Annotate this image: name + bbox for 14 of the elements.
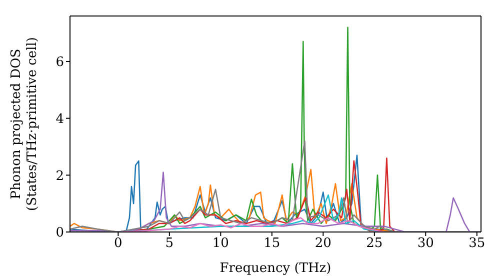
x-tick-label: 20: [314, 236, 332, 252]
x-axis-title: Frequency (THz): [220, 261, 332, 276]
y-tick-label: 2: [56, 168, 64, 184]
y-tick-label: 4: [56, 112, 64, 127]
x-tick-label: 10: [212, 236, 229, 252]
x-tick-label: 35: [468, 236, 486, 252]
x-tick-label: 0: [114, 236, 122, 252]
x-tick-label: 5: [165, 236, 174, 252]
x-tick-label: 15: [264, 236, 280, 252]
y-axis-title: Phonon projected DOS (States/THz·primitive cell): [9, 36, 40, 212]
x-tick-label: 25: [366, 236, 383, 252]
x-tick-label: 30: [417, 236, 434, 252]
y-tick-label: 6: [56, 55, 64, 70]
y-tick-label: 0: [56, 226, 64, 241]
